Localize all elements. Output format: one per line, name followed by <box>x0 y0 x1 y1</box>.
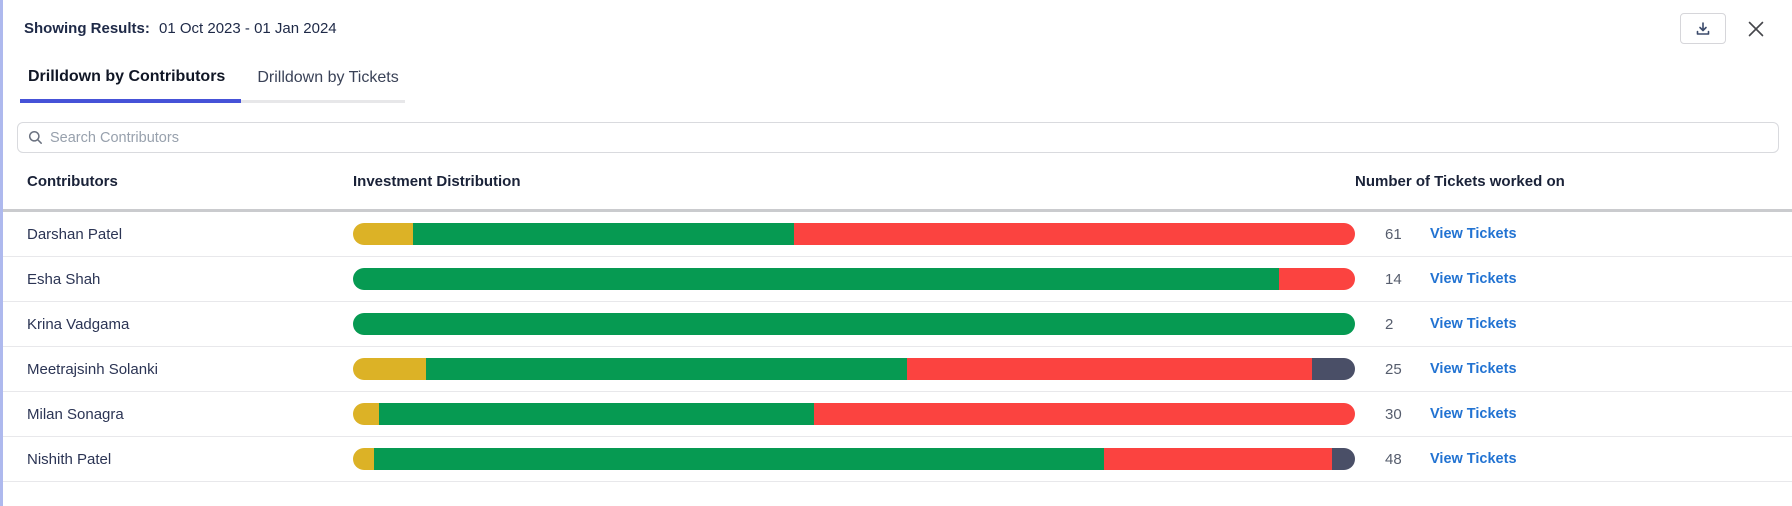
close-button[interactable] <box>1744 17 1768 41</box>
view-tickets-link[interactable]: View Tickets <box>1430 406 1517 422</box>
bar-segment-red <box>813 403 1355 425</box>
table-row: Esha Shah 14 View Tickets <box>3 257 1792 302</box>
investment-distribution-bar <box>353 223 1355 245</box>
bar-segment-green <box>379 403 814 425</box>
tickets-count: 48 <box>1385 450 1402 468</box>
bar-segment-red <box>1104 448 1332 470</box>
contributor-name: Meetrajsinh Solanki <box>27 360 158 378</box>
column-header-investment-distribution: Investment Distribution <box>353 172 521 190</box>
top-actions <box>1680 13 1768 44</box>
view-tickets-link[interactable]: View Tickets <box>1430 226 1517 242</box>
contributor-name: Milan Sonagra <box>27 405 124 423</box>
bar-segment-red <box>907 358 1312 380</box>
table-row: Meetrajsinh Solanki 25 View Tickets <box>3 347 1792 392</box>
bar-segment-amber <box>353 358 427 380</box>
search-input[interactable] <box>50 129 1768 146</box>
view-tickets-link[interactable]: View Tickets <box>1430 361 1517 377</box>
table-body: Darshan Patel 61 View Tickets Esha Shah … <box>3 212 1792 482</box>
bar-segment-red <box>793 223 1355 245</box>
tickets-count: 61 <box>1385 225 1402 243</box>
search-bar <box>17 122 1779 153</box>
tab-label: Drilldown by Tickets <box>257 69 399 86</box>
bar-segment-amber <box>353 223 414 245</box>
contributor-name: Krina Vadgama <box>27 315 130 333</box>
view-tickets-link[interactable]: View Tickets <box>1430 316 1517 332</box>
bar-segment-green <box>374 448 1105 470</box>
contributor-name: Nishith Patel <box>27 450 112 468</box>
table-row: Milan Sonagra 30 View Tickets <box>3 392 1792 437</box>
tickets-count: 30 <box>1385 405 1402 423</box>
bar-segment-amber <box>353 403 380 425</box>
topbar: Showing Results: 01 Oct 2023 - 01 Jan 20… <box>3 0 1792 44</box>
tickets-count: 14 <box>1385 270 1402 288</box>
bar-segment-amber <box>353 448 375 470</box>
tab-label: Drilldown by Contributors <box>28 68 226 85</box>
investment-distribution-bar <box>353 448 1355 470</box>
investment-distribution-bar <box>353 358 1355 380</box>
tickets-count: 25 <box>1385 360 1402 378</box>
table-row: Darshan Patel 61 View Tickets <box>3 212 1792 257</box>
contributor-name: Darshan Patel <box>27 225 123 243</box>
table-header: Contributors Investment Distribution Num… <box>3 153 1792 212</box>
view-tickets-link[interactable]: View Tickets <box>1430 451 1517 467</box>
tab-drilldown-by-contributors[interactable]: Drilldown by Contributors <box>20 68 242 103</box>
showing-results-label: Showing Results: <box>24 20 150 37</box>
showing-results-range: 01 Oct 2023 - 01 Jan 2024 <box>159 20 337 37</box>
tickets-count: 2 <box>1385 315 1394 333</box>
download-button[interactable] <box>1680 13 1726 44</box>
close-icon <box>1746 19 1766 39</box>
download-icon <box>1695 21 1711 37</box>
search-icon <box>28 130 43 145</box>
bar-segment-green <box>426 358 908 380</box>
tabs: Drilldown by Contributors Drilldown by Ti… <box>3 68 1792 103</box>
bar-segment-green <box>413 223 794 245</box>
bar-segment-red <box>1278 268 1355 290</box>
investment-distribution-bar <box>353 403 1355 425</box>
investment-distribution-bar <box>353 268 1355 290</box>
investment-distribution-bar <box>353 313 1355 335</box>
bar-segment-slate <box>1331 448 1355 470</box>
bar-segment-green <box>353 313 1355 335</box>
tab-drilldown-by-tickets[interactable]: Drilldown by Tickets <box>241 69 405 103</box>
table-row: Krina Vadgama 2 View Tickets <box>3 302 1792 347</box>
showing-results-title: Showing Results: 01 Oct 2023 - 01 Jan 20… <box>24 13 337 37</box>
view-tickets-link[interactable]: View Tickets <box>1430 271 1517 287</box>
contributor-name: Esha Shah <box>27 270 101 288</box>
column-header-tickets-worked-on: Number of Tickets worked on <box>1355 172 1565 190</box>
bar-segment-slate <box>1311 358 1355 380</box>
column-header-contributors: Contributors <box>27 172 118 190</box>
bar-segment-green <box>353 268 1279 290</box>
table-row: Nishith Patel 48 View Tickets <box>3 437 1792 482</box>
